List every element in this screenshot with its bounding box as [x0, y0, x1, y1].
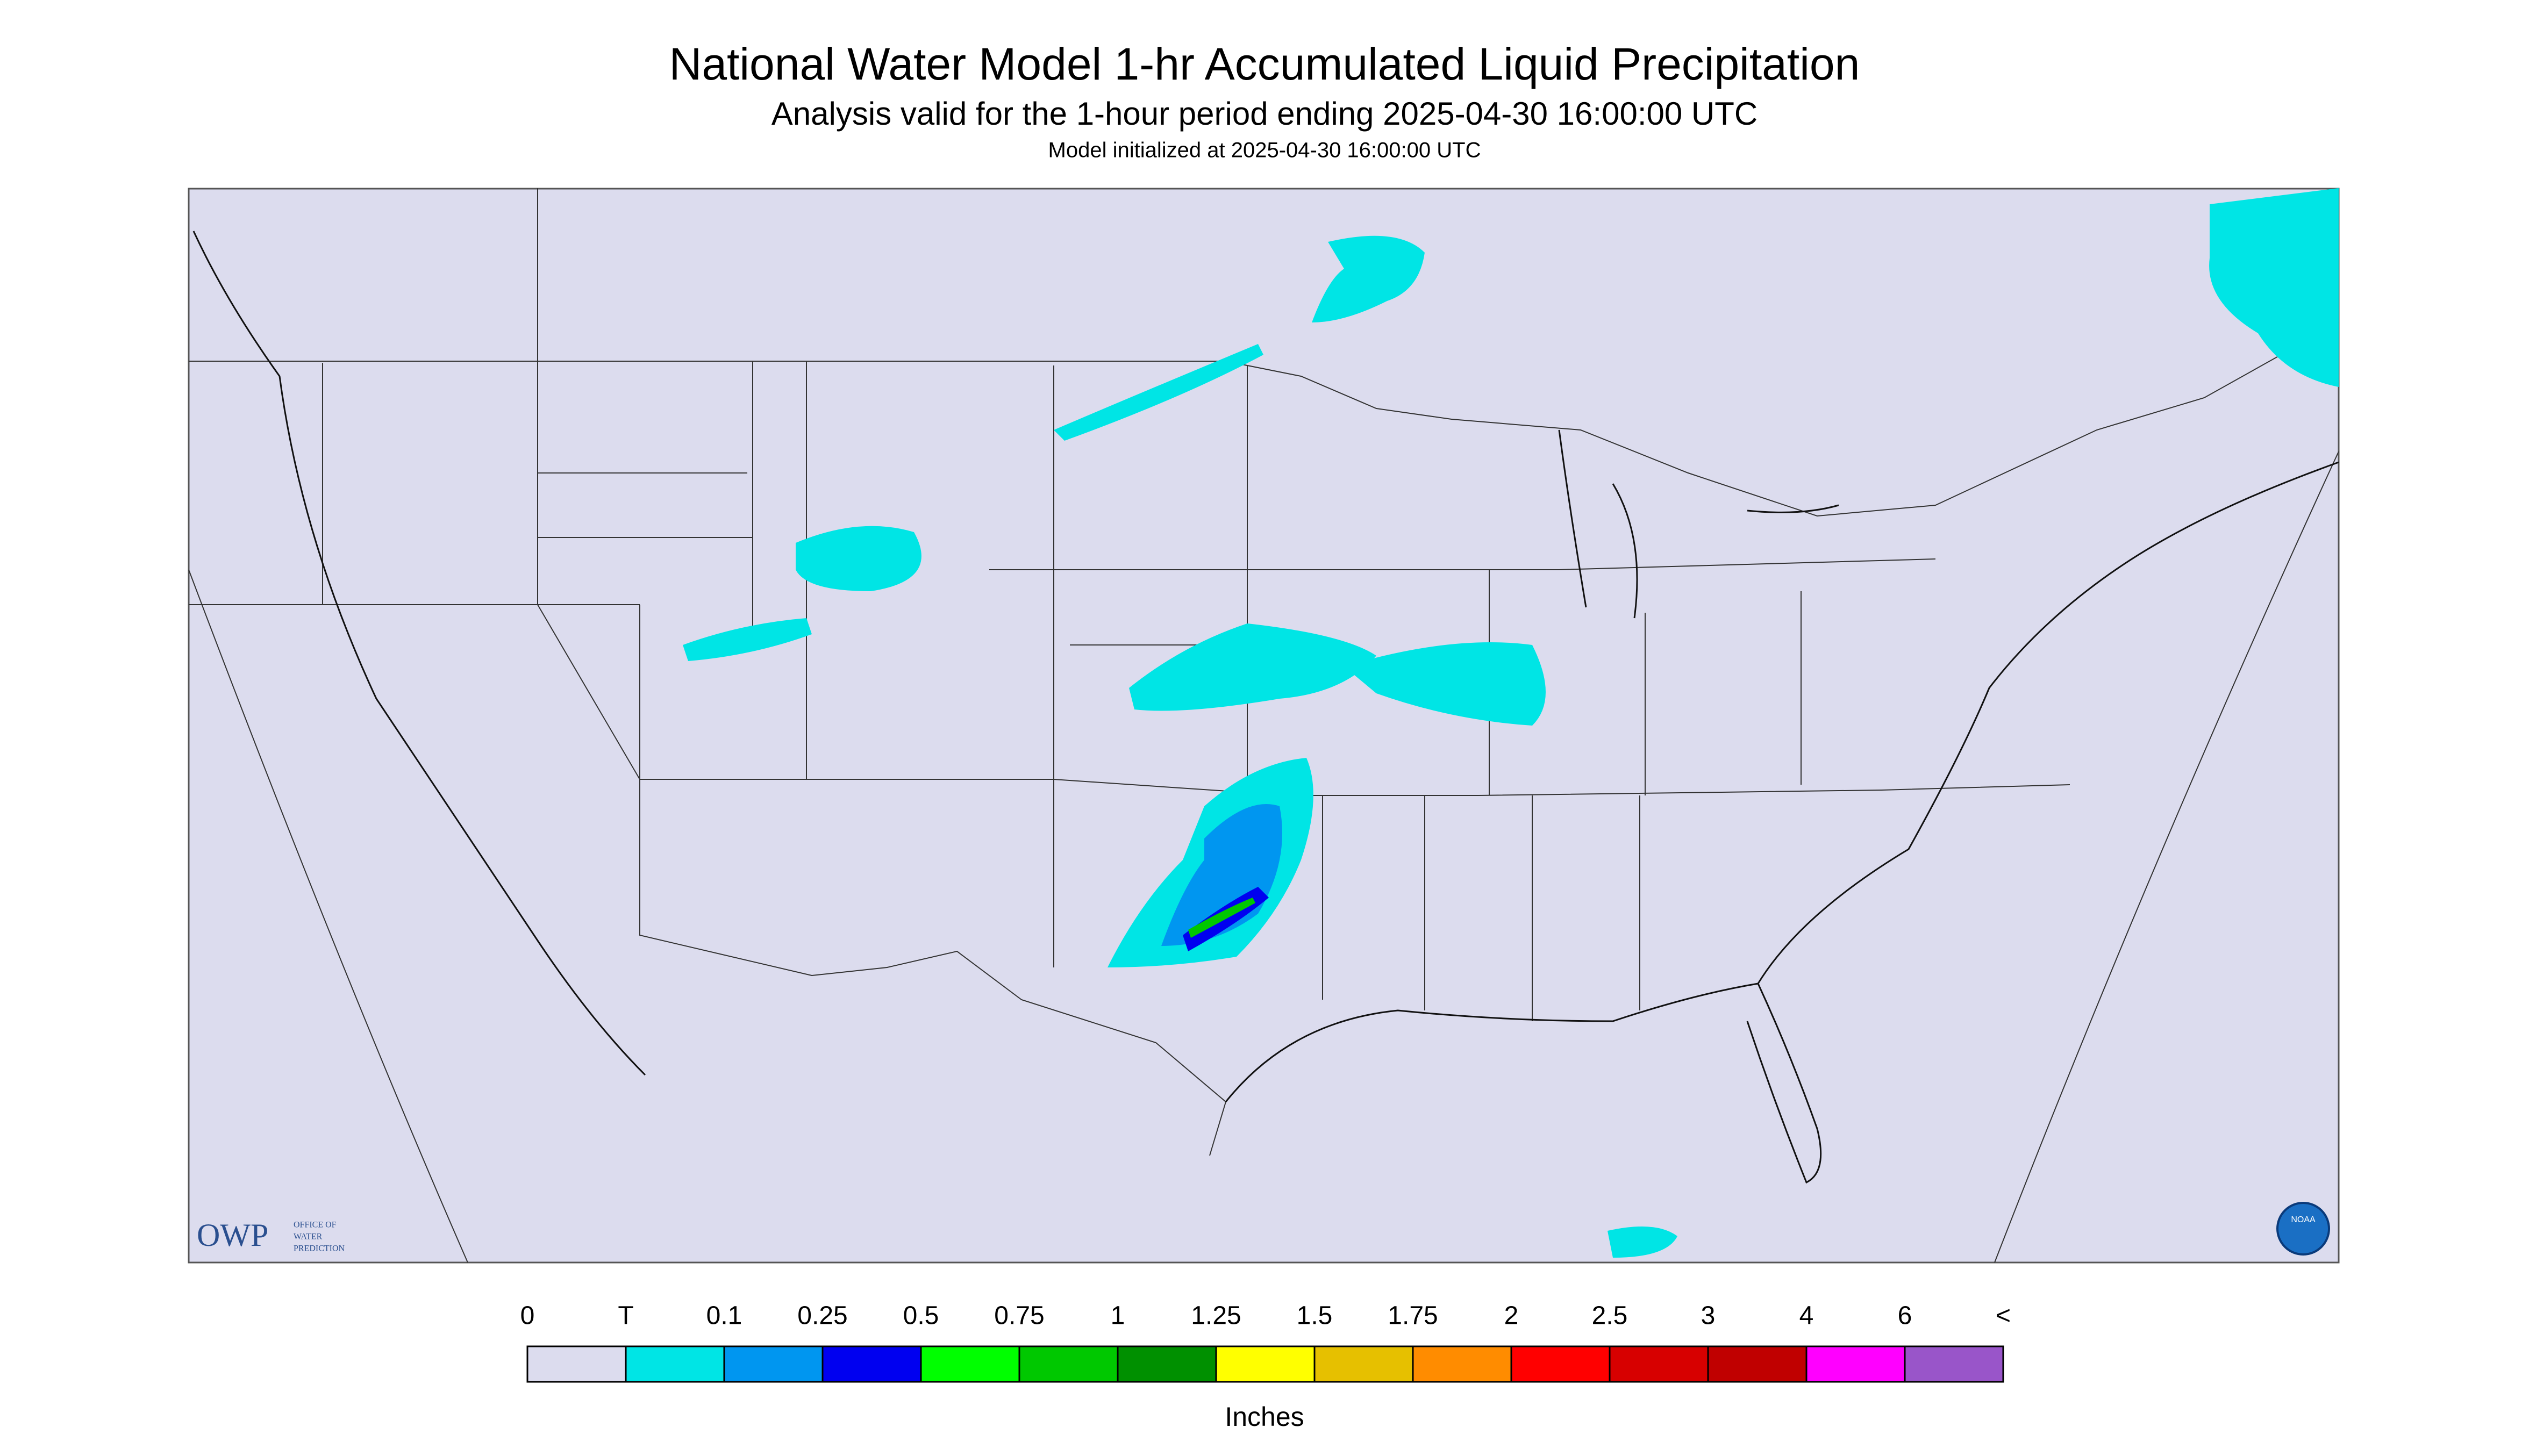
legend-units: Inches: [1225, 1402, 1304, 1432]
legend-swatch: [920, 1345, 1020, 1383]
legend-label: 4: [1799, 1302, 1814, 1330]
noaa-logo-text: NOAA: [2291, 1215, 2316, 1224]
legend-swatch: [1313, 1345, 1414, 1383]
owp-logo-text: PREDICTION: [294, 1244, 345, 1253]
legend-swatch: [1707, 1345, 1808, 1383]
legend-label: 2.5: [1592, 1302, 1628, 1330]
legend-label: 0.75: [994, 1302, 1044, 1330]
legend-label: 1.25: [1191, 1302, 1241, 1330]
legend-label: 6: [1898, 1302, 1912, 1330]
legend-swatch: [1117, 1345, 1217, 1383]
legend-label: T: [618, 1302, 633, 1330]
owp-logo-text: OFFICE OF: [294, 1221, 337, 1230]
legend: 0 T 0.1 0.25 0.5 0.75 1 1.25 1.5 1.75 2 2.5 3 4 6 <: [520, 1302, 2011, 1383]
legend-label: 0.25: [797, 1302, 847, 1330]
legend-swatch: [625, 1345, 725, 1383]
legend-swatch: [526, 1345, 627, 1383]
precipitation: [683, 188, 2339, 1258]
owp-logo-text: WATER: [294, 1232, 323, 1242]
legend-swatch: [1018, 1345, 1119, 1383]
legend-label: 0: [520, 1302, 535, 1330]
init-time: Model initialized at 2025-04-30 16:00:00…: [1048, 139, 1481, 162]
legend-swatch: [1609, 1345, 1709, 1383]
legend-label: 0.1: [706, 1302, 742, 1330]
projection-edge: [188, 569, 468, 1263]
legend-label: <: [1996, 1302, 2011, 1330]
legend-label: 3: [1701, 1302, 1716, 1330]
legend-swatch: [1412, 1345, 1512, 1383]
legend-swatch: [1904, 1345, 2004, 1383]
legend-label: 1.5: [1297, 1302, 1333, 1330]
legend-label: 0.5: [903, 1302, 939, 1330]
legend-label: 1.75: [1388, 1302, 1438, 1330]
legend-label: 1: [1111, 1302, 1125, 1330]
noaa-logo: [2276, 1202, 2330, 1256]
projection-edge: [1994, 451, 2339, 1263]
subtitle: Analysis valid for the 1-hour period end…: [771, 96, 1758, 132]
map-frame: [188, 188, 2340, 1264]
title: National Water Model 1-hr Accumulated Li…: [669, 39, 1860, 89]
legend-swatch: [1805, 1345, 1906, 1383]
legend-swatch: [723, 1345, 824, 1383]
legend-swatch: [1215, 1345, 1316, 1383]
map: OWP OFFICE OF WATER PREDICTION NOAA: [188, 188, 2340, 1264]
legend-swatch: [1510, 1345, 1611, 1383]
legend-swatch: [821, 1345, 922, 1383]
owp-logo: OWP: [197, 1217, 268, 1253]
legend-label: 2: [1504, 1302, 1519, 1330]
